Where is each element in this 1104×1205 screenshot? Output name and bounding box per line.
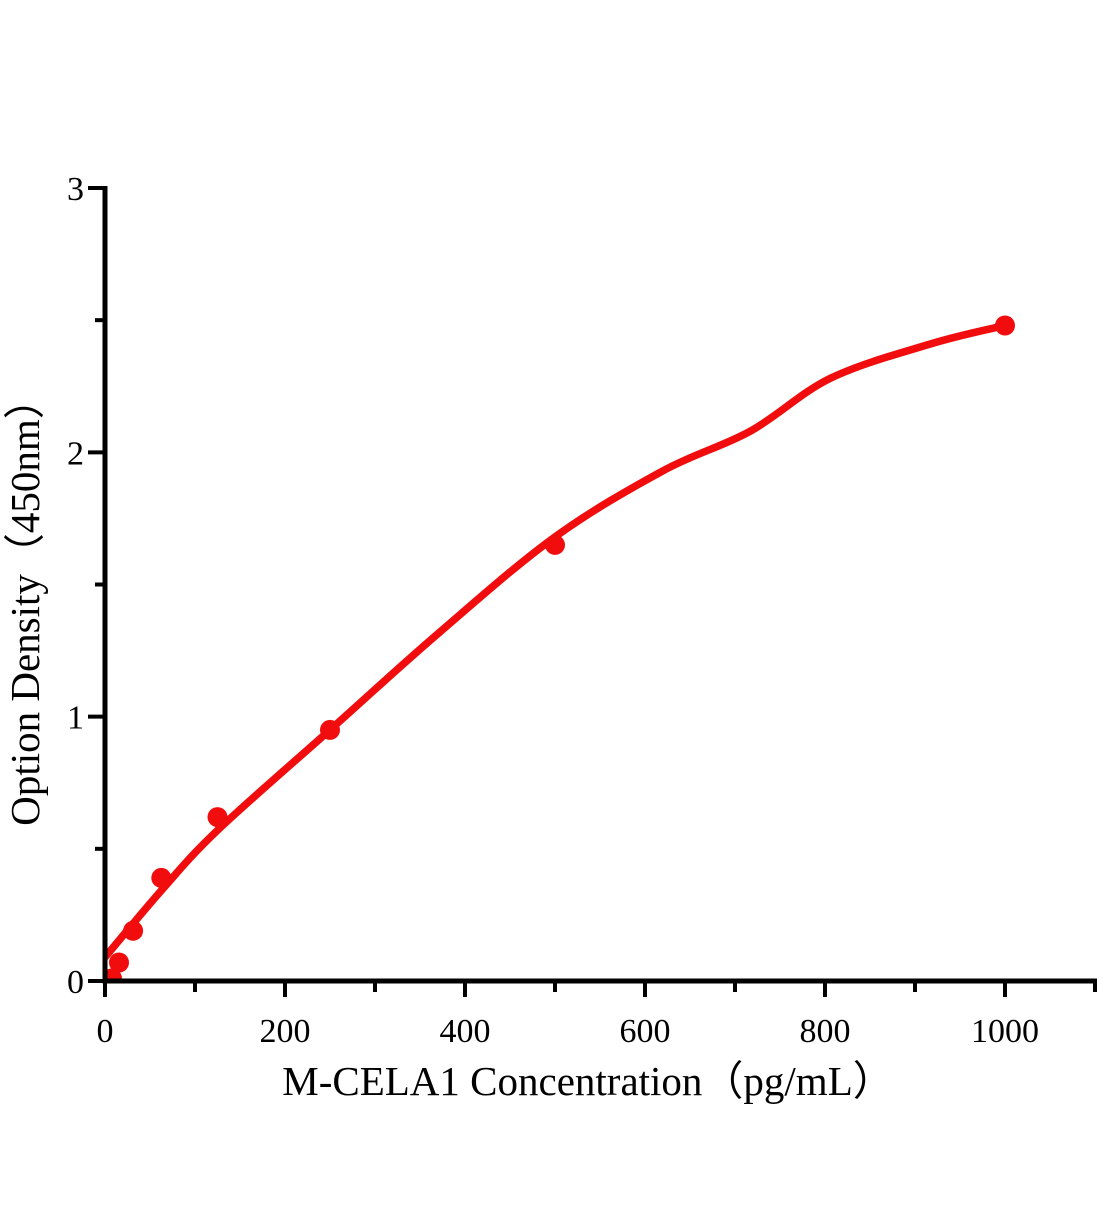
y-tick-label: 0 bbox=[67, 964, 84, 1001]
x-tick-label: 800 bbox=[800, 1013, 851, 1050]
data-layer bbox=[103, 315, 1015, 981]
x-tick-label: 1000 bbox=[971, 1013, 1039, 1050]
x-axis-title: M-CELA1 Concentration（pg/mL） bbox=[282, 1058, 894, 1104]
axes-layer: 0 200 400 600 800 1000 0 1 2 3 bbox=[67, 171, 1097, 1050]
y-axis-title: Option Density（450nm） bbox=[2, 378, 48, 826]
fit-curve bbox=[103, 321, 1009, 961]
y-tick-label: 2 bbox=[67, 435, 84, 472]
data-point bbox=[109, 952, 129, 973]
data-point bbox=[320, 719, 340, 740]
data-point bbox=[151, 867, 172, 888]
x-tick-label: 600 bbox=[620, 1013, 671, 1050]
data-point bbox=[123, 920, 144, 941]
x-tick-label: 200 bbox=[260, 1013, 311, 1050]
y-tick-label: 3 bbox=[67, 171, 84, 208]
data-point bbox=[207, 807, 228, 828]
y-tick-label: 1 bbox=[67, 700, 84, 737]
x-tick-label: 400 bbox=[440, 1013, 491, 1050]
data-point bbox=[995, 315, 1015, 336]
data-point bbox=[545, 534, 565, 555]
x-tick-label: 0 bbox=[97, 1013, 114, 1050]
